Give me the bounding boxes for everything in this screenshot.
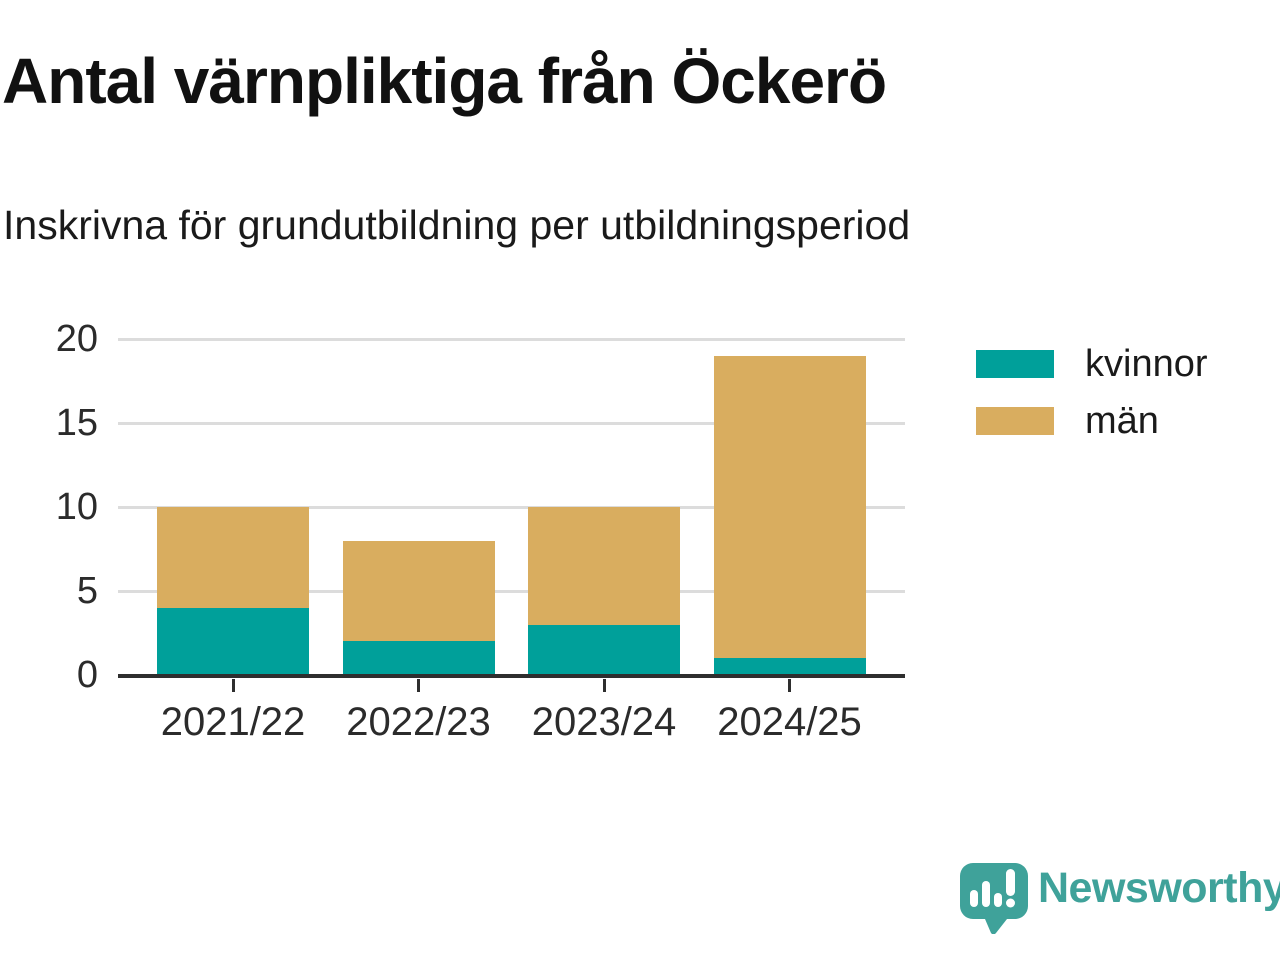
y-gridline-20 — [118, 337, 905, 341]
y-tick-label-5: 5 — [76, 570, 98, 612]
x-tick-label-2023-24: 2023/24 — [531, 700, 677, 744]
bar-2021-22 — [157, 507, 309, 675]
y-tick-label-0: 0 — [76, 654, 98, 696]
x-tick-2024-25 — [788, 679, 791, 692]
newsworthy-wordmark: Newsworthy — [1038, 864, 1280, 912]
legend-label: män — [1085, 400, 1159, 442]
y-gridline-10 — [118, 505, 905, 509]
newsworthy-logo: Newsworthy — [959, 862, 1280, 934]
chart-subtitle: Inskrivna för grundutbildning per utbild… — [3, 202, 911, 248]
bar-segment-kvinnor-2023-24 — [528, 624, 680, 675]
x-tick-label-2022-23: 2022/23 — [346, 700, 491, 744]
newsworthy-logo-icon — [960, 863, 1028, 934]
bar-segment-män-2024-25 — [713, 355, 866, 659]
bar-segment-kvinnor-2024-25 — [713, 658, 866, 675]
x-tick-2022-23 — [417, 679, 420, 692]
y-tick-label-10: 10 — [55, 486, 98, 528]
legend: kvinnor män — [976, 343, 1208, 442]
bar-segment-män-2021-22 — [157, 507, 309, 608]
bar-segment-kvinnor-2021-22 — [157, 607, 309, 675]
y-gridline-5 — [118, 589, 905, 593]
bar-segment-kvinnor-2022-23 — [342, 641, 495, 675]
x-tick-label-2021-22: 2021/22 — [160, 700, 306, 744]
y-tick-label-15: 15 — [55, 402, 98, 444]
bar-segment-män-2022-23 — [342, 540, 495, 642]
bar-segment-män-2023-24 — [528, 507, 680, 625]
x-tick-2023-24 — [602, 679, 606, 692]
legend-item-män: män — [976, 400, 1208, 442]
bar-2024-25 — [713, 355, 866, 675]
legend-item-kvinnor: kvinnor — [976, 343, 1208, 385]
legend-swatch-män — [976, 407, 1054, 435]
legend-label: kvinnor — [1085, 343, 1208, 385]
y-tick-label-20: 20 — [55, 318, 98, 360]
bar-2022-23 — [342, 540, 495, 675]
chart-title: Antal värnpliktiga från Öckerö — [2, 45, 887, 117]
legend-swatch-kvinnor — [976, 350, 1054, 378]
y-gridline-15 — [118, 421, 905, 425]
x-tick-label-2024-25: 2024/25 — [717, 700, 862, 744]
x-axis-line — [118, 674, 905, 678]
x-tick-2021-22 — [231, 679, 235, 692]
bar-2023-24 — [528, 507, 680, 675]
